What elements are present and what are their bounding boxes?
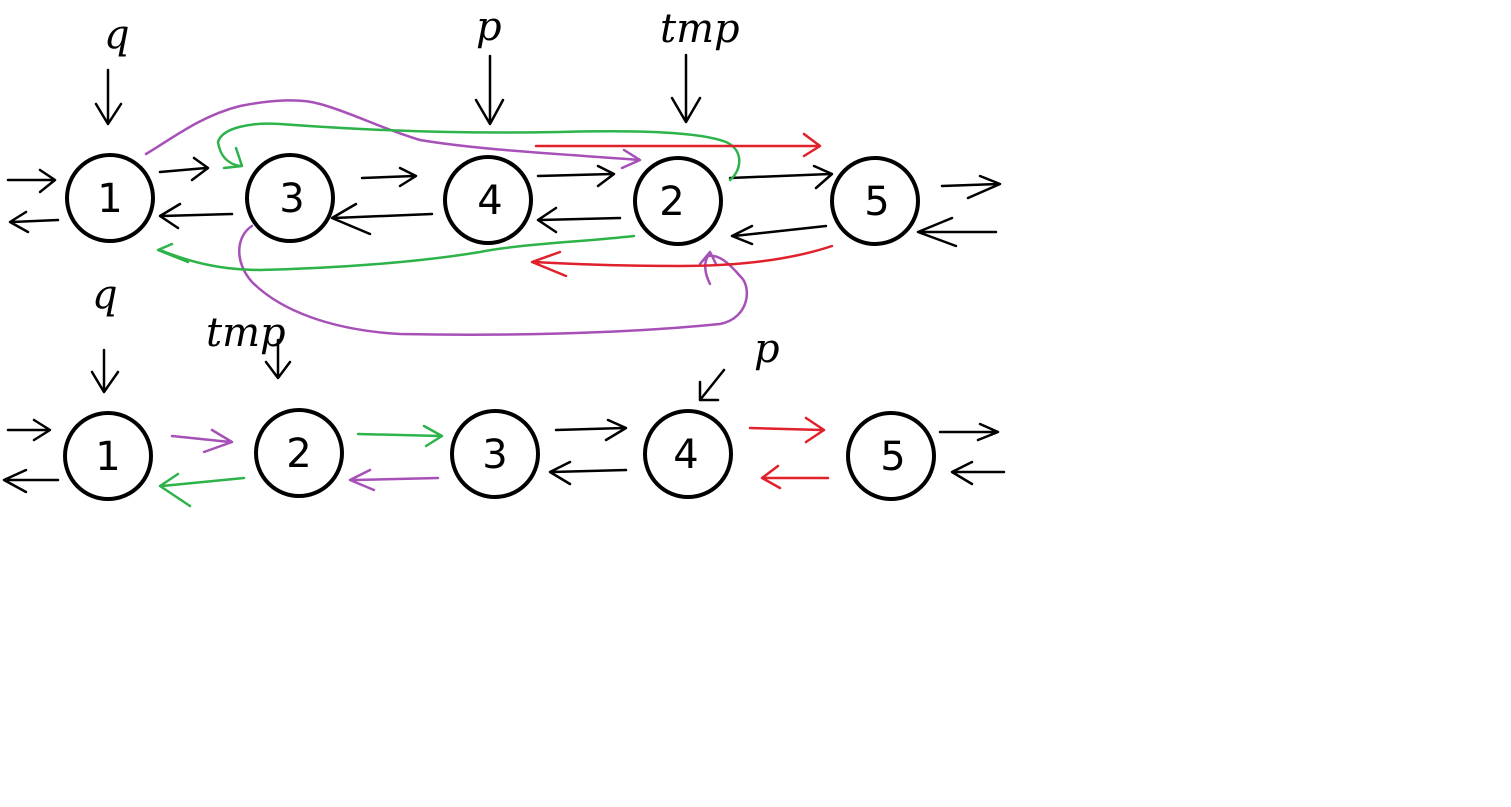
bottom-node-3-label: 3 (482, 432, 507, 478)
top-list: q p tmp 1 3 4 2 5 (6, 4, 1002, 336)
bottom-pointer-p-arrow (698, 368, 726, 402)
top-pointer-q-label: q (104, 12, 130, 58)
top-arrow-3-to-4 (360, 166, 418, 188)
top-pointer-q: q (94, 12, 130, 126)
top-pointer-q-arrow (94, 68, 123, 126)
top-arrow-tail-out (940, 174, 1002, 200)
bottom-arrow-4-to-3 (548, 460, 628, 486)
bottom-node-1-label: 1 (95, 434, 120, 480)
bottom-purple-arrow-1-to-2 (170, 428, 234, 454)
top-pointer-p-arrow (474, 54, 505, 126)
bottom-red-arrow-5-to-4 (760, 464, 830, 490)
top-pointer-p-label: p (476, 4, 502, 50)
bottom-arrow-tail-in (950, 460, 1006, 486)
bottom-node-4: 4 (643, 409, 733, 499)
top-node-2-label: 2 (659, 179, 684, 225)
top-arrow-2-to-4 (536, 206, 622, 234)
top-node-1: 1 (65, 153, 155, 243)
top-purple-arrow-1-to-2 (144, 99, 642, 170)
bottom-node-2-label: 2 (286, 431, 311, 477)
bottom-red-arrow-4-to-5 (748, 416, 826, 444)
top-arrow-1-to-3 (158, 156, 210, 182)
top-arrow-2-to-5 (728, 164, 834, 190)
top-node-3-label: 3 (279, 176, 304, 222)
bottom-list: q tmp p 1 2 3 4 5 (2, 272, 1006, 508)
bottom-node-4-label: 4 (673, 432, 698, 478)
bottom-arrow-tail-out (938, 422, 1000, 442)
top-arrow-3-to-1 (158, 202, 234, 230)
top-red-arrow-5-to-4 (530, 244, 834, 278)
top-pointer-tmp: tmp (660, 6, 740, 124)
bottom-purple-arrow-3-to-2 (348, 468, 440, 492)
top-pointer-p: p (474, 4, 505, 126)
top-node-3: 3 (245, 153, 335, 243)
bottom-pointer-p: p (698, 326, 780, 402)
top-purple-arrow-3-to-2 (238, 224, 749, 336)
bottom-node-2: 2 (254, 408, 344, 498)
bottom-arrow-3-to-4 (554, 418, 628, 442)
top-node-5-label: 5 (864, 179, 889, 225)
bottom-green-arrow-2-to-1 (158, 472, 246, 508)
top-red-arrow-4-to-5 (534, 132, 822, 158)
bottom-node-3: 3 (450, 409, 540, 499)
bottom-pointer-q-arrow (90, 348, 120, 394)
bottom-green-arrow-2-to-3 (356, 424, 444, 448)
top-pointer-tmp-label: tmp (660, 6, 740, 52)
top-node-4-label: 4 (477, 178, 502, 224)
top-arrow-5-to-2 (730, 224, 828, 246)
top-node-4: 4 (443, 155, 533, 245)
top-arrow-head-in (6, 168, 57, 194)
top-green-arrow-2-to-1 (156, 234, 636, 272)
bottom-node-5-label: 5 (880, 434, 905, 480)
top-node-5: 5 (830, 156, 920, 246)
top-arrow-head-out (8, 210, 60, 234)
bottom-arrow-head-out (2, 468, 60, 494)
top-pointer-tmp-arrow (670, 53, 702, 124)
bottom-pointer-tmp-label: tmp (206, 310, 286, 356)
bottom-pointer-tmp-arrow (264, 338, 292, 380)
top-node-1-label: 1 (97, 176, 122, 222)
bottom-node-1: 1 (63, 411, 153, 501)
bottom-arrow-head-in (6, 418, 52, 442)
bottom-pointer-q-label: q (92, 272, 118, 318)
top-green-arrow-2-to-3 (216, 122, 741, 182)
bottom-node-5: 5 (846, 411, 936, 501)
top-arrow-4-to-2 (536, 164, 616, 188)
bottom-pointer-p-label: p (754, 326, 780, 372)
top-arrow-4-to-3 (330, 202, 434, 236)
top-node-2: 2 (633, 156, 723, 246)
top-arrow-tail-in (916, 216, 998, 248)
bottom-pointer-tmp: tmp (206, 310, 292, 380)
bottom-pointer-q: q (90, 272, 120, 394)
